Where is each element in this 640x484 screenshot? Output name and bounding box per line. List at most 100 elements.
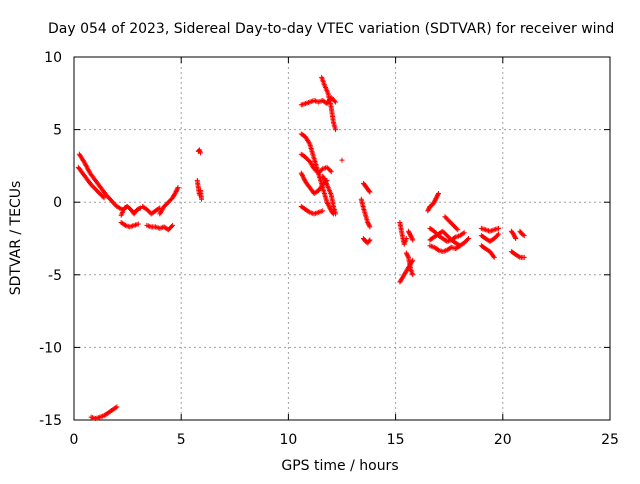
data-point bbox=[405, 228, 411, 234]
y-tick-label-5: -15 bbox=[39, 413, 62, 429]
data-point bbox=[409, 235, 415, 241]
axes: 0 5 10 15 20 25 10 5 0 -5 -10 -15 bbox=[39, 50, 619, 448]
data-point bbox=[199, 196, 205, 202]
data-point bbox=[512, 234, 518, 240]
data-point bbox=[465, 236, 471, 241]
data-point bbox=[512, 233, 518, 239]
data-point bbox=[173, 189, 179, 195]
data-point bbox=[366, 188, 372, 194]
plot-frame bbox=[73, 56, 611, 421]
data-point bbox=[433, 195, 439, 201]
data-point bbox=[496, 231, 502, 237]
data-point bbox=[333, 211, 339, 217]
data-point bbox=[521, 233, 527, 239]
x-axis-label: GPS time / hours bbox=[281, 458, 398, 474]
data-point bbox=[431, 199, 437, 205]
data-point bbox=[408, 233, 414, 239]
data-point bbox=[425, 208, 431, 214]
data-point bbox=[320, 208, 326, 214]
x-tick-label-4: 20 bbox=[494, 432, 512, 448]
data-point bbox=[403, 250, 409, 256]
data-point bbox=[407, 230, 413, 236]
data-point bbox=[425, 207, 431, 213]
data-point bbox=[433, 196, 439, 202]
chart-title: Day 054 of 2023, Sidereal Day-to-day VTE… bbox=[48, 21, 614, 37]
data-point bbox=[328, 169, 334, 175]
data-point bbox=[365, 221, 371, 227]
data-point bbox=[403, 236, 409, 241]
data-point bbox=[455, 227, 461, 233]
data-point bbox=[520, 232, 526, 238]
data-point bbox=[405, 253, 411, 259]
grid bbox=[74, 57, 610, 420]
data-point bbox=[426, 206, 432, 212]
data-point bbox=[173, 188, 179, 194]
x-tick-label-5: 25 bbox=[601, 432, 619, 448]
data-point bbox=[434, 194, 440, 200]
data-point bbox=[464, 237, 470, 243]
data-point bbox=[460, 230, 466, 236]
data-point bbox=[434, 193, 440, 199]
data-point bbox=[365, 220, 371, 226]
data-point bbox=[452, 235, 458, 241]
data-point bbox=[327, 168, 333, 174]
data-point bbox=[404, 251, 410, 257]
data-point bbox=[516, 254, 522, 260]
data-point bbox=[113, 405, 119, 411]
data-point bbox=[511, 232, 517, 238]
data-point bbox=[432, 197, 438, 203]
data-point bbox=[367, 224, 373, 230]
data-point bbox=[197, 150, 203, 156]
y-tick-label-4: -10 bbox=[39, 340, 62, 356]
data-point bbox=[461, 230, 467, 236]
data-point bbox=[521, 254, 527, 260]
data-point bbox=[331, 98, 337, 104]
x-tick-label-1: 5 bbox=[177, 432, 186, 448]
data-point bbox=[121, 222, 127, 228]
data-point bbox=[410, 237, 416, 243]
data-point bbox=[170, 222, 176, 228]
data-point bbox=[135, 221, 141, 227]
data-point bbox=[435, 190, 441, 196]
data-points bbox=[75, 74, 527, 422]
data-point bbox=[319, 167, 325, 173]
data-point bbox=[408, 234, 414, 240]
data-point bbox=[367, 237, 373, 243]
y-tick-label-0: 10 bbox=[44, 50, 62, 66]
data-point bbox=[511, 231, 517, 237]
data-point bbox=[496, 225, 502, 231]
data-point bbox=[432, 198, 438, 204]
data-point bbox=[169, 224, 175, 230]
data-point bbox=[513, 236, 519, 241]
y-tick-label-1: 5 bbox=[53, 123, 62, 139]
data-point bbox=[454, 226, 460, 232]
data-point bbox=[434, 246, 440, 252]
y-axis-label: SDTVAR / TECUs bbox=[8, 181, 24, 296]
data-point bbox=[494, 232, 500, 238]
data-point bbox=[435, 192, 441, 198]
data-point bbox=[339, 157, 345, 163]
data-point bbox=[410, 272, 416, 278]
data-point bbox=[306, 209, 312, 215]
data-point bbox=[100, 194, 106, 200]
data-point bbox=[407, 232, 413, 238]
y-tick-label-3: -5 bbox=[48, 268, 62, 284]
data-point bbox=[333, 127, 339, 133]
data-point bbox=[456, 243, 462, 249]
y-tick-label-2: 0 bbox=[53, 195, 62, 211]
x-tick-label-0: 0 bbox=[70, 432, 79, 448]
data-point bbox=[101, 195, 107, 201]
data-point bbox=[457, 243, 463, 249]
data-point bbox=[366, 222, 372, 228]
data-point bbox=[114, 404, 120, 410]
data-point bbox=[333, 99, 339, 105]
data-point bbox=[175, 185, 181, 191]
data-point bbox=[491, 254, 497, 260]
data-point bbox=[404, 252, 410, 258]
data-point bbox=[174, 186, 180, 192]
data-point bbox=[174, 187, 180, 193]
data-point bbox=[366, 238, 372, 244]
data-point bbox=[366, 223, 372, 229]
